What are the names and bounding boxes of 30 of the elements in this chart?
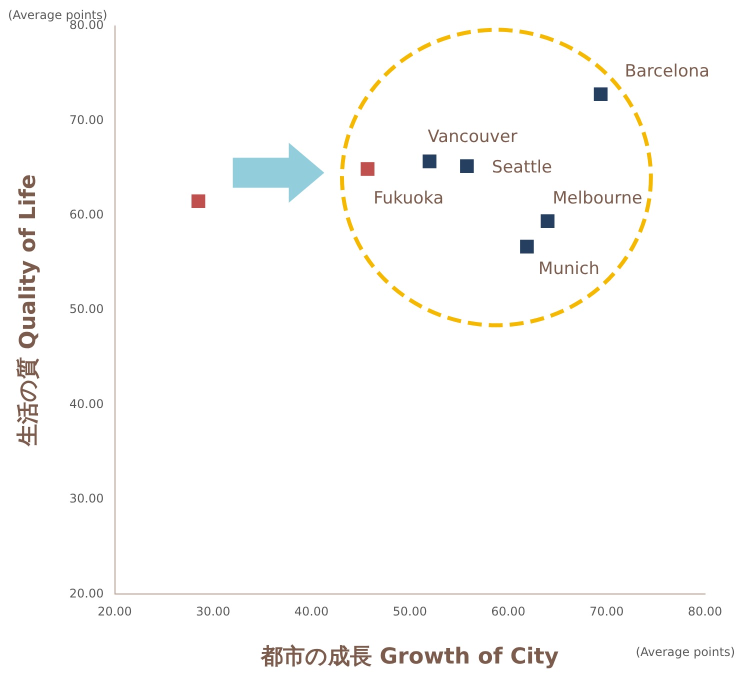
annotation: Fukuoka [374, 188, 444, 208]
x-tick-label: 20.00 [98, 604, 132, 619]
x-axis-title: 都市の成長 Growth of City [260, 644, 559, 670]
y-tick-label: 50.00 [69, 302, 104, 316]
point [460, 159, 474, 174]
x-tick-label: 30.00 [196, 604, 230, 619]
y-tick-label: 70.00 [69, 112, 104, 127]
annotation: Munich [538, 259, 600, 280]
point [520, 240, 534, 254]
point [422, 154, 436, 168]
y-tick-label: 30.00 [69, 492, 104, 506]
point [360, 162, 374, 176]
point [540, 214, 554, 228]
annotation: Melbourne [552, 188, 642, 209]
x-tick-label: 70.00 [589, 604, 624, 619]
point [192, 194, 206, 208]
x-tick-label: 60.00 [491, 604, 526, 619]
point [594, 87, 608, 102]
x-tick-label: 50.00 [392, 604, 428, 619]
x-tick-label: 80.00 [688, 604, 722, 619]
annotation: Seattle [492, 158, 552, 178]
annotation: Vancouver [428, 126, 518, 147]
x-tick-label: 40.00 [294, 604, 329, 619]
y-tick-label: 40.00 [69, 396, 104, 411]
y-tick-label: 60.00 [69, 208, 104, 222]
y-axis-title: 生活の質 Quality of Life [14, 174, 41, 448]
text: (Average points) [8, 8, 108, 22]
y-tick-label: 20.00 [69, 586, 104, 600]
text: (Average points) [636, 645, 735, 659]
annotation: Barcelona [624, 62, 710, 82]
